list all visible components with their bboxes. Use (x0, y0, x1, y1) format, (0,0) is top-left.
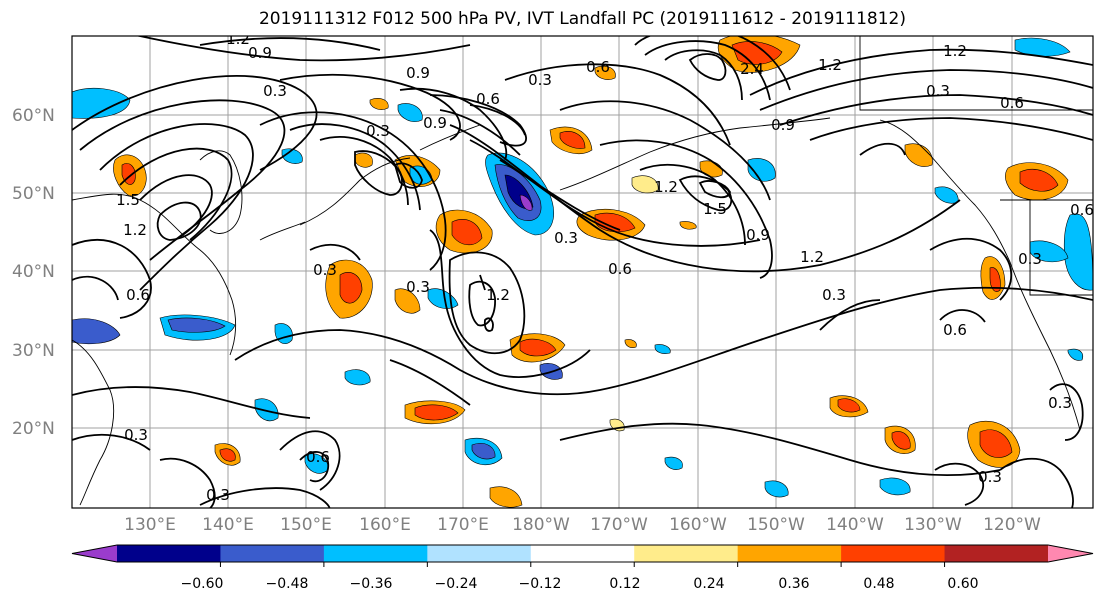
contour-label: 0.9 (771, 116, 795, 134)
colorbar-tick-label: 0.48 (863, 576, 894, 592)
colorbar-tick-label: 0.12 (609, 576, 640, 592)
contour-label: 0.3 (1018, 250, 1042, 268)
colorbar-tick-label: −0.48 (266, 576, 309, 592)
contour-label: 1.2 (654, 178, 678, 196)
lat-label: 60°N (12, 106, 55, 126)
lon-label: 150°E (280, 515, 332, 535)
contour-label: 0.6 (1070, 201, 1094, 219)
colorbar-tick-labels: −0.60 −0.48 −0.36 −0.24 −0.12 0.12 0.24 … (181, 576, 979, 592)
colorbar-outline (71, 544, 1094, 563)
contour-labels: 1.2 0.9 0.3 0.9 0.3 0.6 0.9 1.2 0.3 0.6 … (116, 30, 1094, 504)
contour-label: 0.3 (366, 122, 390, 140)
contour-label: 0.6 (608, 260, 632, 278)
lon-label: 170°W (590, 515, 648, 535)
lon-label: 140°E (202, 515, 254, 535)
contour-label: 1.2 (123, 221, 147, 239)
colorbar-tick-label: −0.12 (519, 576, 562, 592)
lon-label: 160°E (359, 515, 411, 535)
lon-label: 160°W (669, 515, 727, 535)
contour-label: 0.9 (746, 226, 770, 244)
lon-label: 140°W (826, 515, 884, 535)
map-border (71, 35, 1094, 509)
contour-label: 0.3 (528, 71, 552, 89)
gridlines (72, 36, 1093, 508)
lat-label: 30°N (12, 341, 55, 361)
lon-label: 120°W (983, 515, 1041, 535)
contour-label: 0.3 (124, 426, 148, 444)
contour-label: 0.6 (126, 286, 150, 304)
contour-label: 1.5 (116, 191, 140, 209)
contour-label: 0.9 (406, 64, 430, 82)
colorbar-segment (323, 545, 428, 562)
contour-label: 0.3 (206, 486, 230, 504)
contour-label: 1.2 (943, 42, 967, 60)
map-title: 2019111312 F012 500 hPa PV, IVT Landfall… (258, 9, 906, 29)
contour-label: 0.6 (476, 90, 500, 108)
contour-label: 0.3 (926, 82, 950, 100)
colorbar-extend-low (72, 545, 117, 562)
latitude-labels: 60°N 50°N 40°N 30°N 20°N (12, 106, 55, 439)
contour-label: 0.3 (313, 261, 337, 279)
map-area (72, 36, 1093, 508)
contour-label: 0.6 (1000, 94, 1024, 112)
ivt-filled-patches (72, 36, 1093, 508)
colorbar-tick-label: −0.60 (181, 576, 224, 592)
colorbar-segment (634, 545, 739, 562)
contour-label: 0.6 (306, 448, 330, 466)
longitude-labels: 130°E 140°E 150°E 160°E 170°E 180°W 170°… (124, 515, 1041, 535)
colorbar (71, 544, 1094, 567)
contour-label: 0.3 (1048, 394, 1072, 412)
lon-label: 180°W (512, 515, 570, 535)
lat-label: 20°N (12, 419, 55, 439)
colorbar-segment (841, 545, 946, 562)
contour-label: 0.3 (263, 82, 287, 100)
lon-label: 130°W (904, 515, 962, 535)
lon-label: 130°E (124, 515, 176, 535)
contour-label: 2.4 (740, 60, 764, 78)
colorbar-tick-label: 0.24 (693, 576, 724, 592)
colorbar-segment (944, 545, 1049, 562)
lon-label: 150°W (747, 515, 805, 535)
contour-label: 0.3 (822, 286, 846, 304)
lat-label: 50°N (12, 184, 55, 204)
contour-label: 0.6 (943, 321, 967, 339)
colorbar-tick-label: 0.36 (778, 576, 809, 592)
colorbar-tick-label: 0.60 (947, 576, 978, 592)
colorbar-segment (117, 545, 221, 562)
colorbar-tick-label: −0.36 (350, 576, 393, 592)
contour-label: 0.9 (248, 44, 272, 62)
contour-label: 0.3 (554, 229, 578, 247)
contour-label: 0.9 (423, 114, 447, 132)
lon-label: 170°E (437, 515, 489, 535)
contour-label: 1.5 (703, 200, 727, 218)
contour-label: 1.2 (486, 286, 510, 304)
contour-label: 1.2 (818, 56, 842, 74)
colorbar-segment (220, 545, 325, 562)
pv-contours (72, 36, 1093, 508)
contour-label: 0.6 (586, 58, 610, 76)
contour-label: 0.3 (406, 278, 430, 296)
colorbar-segment (427, 545, 532, 562)
contour-label: 1.2 (226, 30, 250, 48)
contour-label: 0.3 (978, 468, 1002, 486)
lat-label: 40°N (12, 262, 55, 282)
contour-label: 1.2 (800, 248, 824, 266)
colorbar-extend-high (1048, 545, 1093, 562)
colorbar-segment (530, 545, 635, 562)
colorbar-tick-label: −0.24 (435, 576, 478, 592)
colorbar-segment (737, 545, 842, 562)
